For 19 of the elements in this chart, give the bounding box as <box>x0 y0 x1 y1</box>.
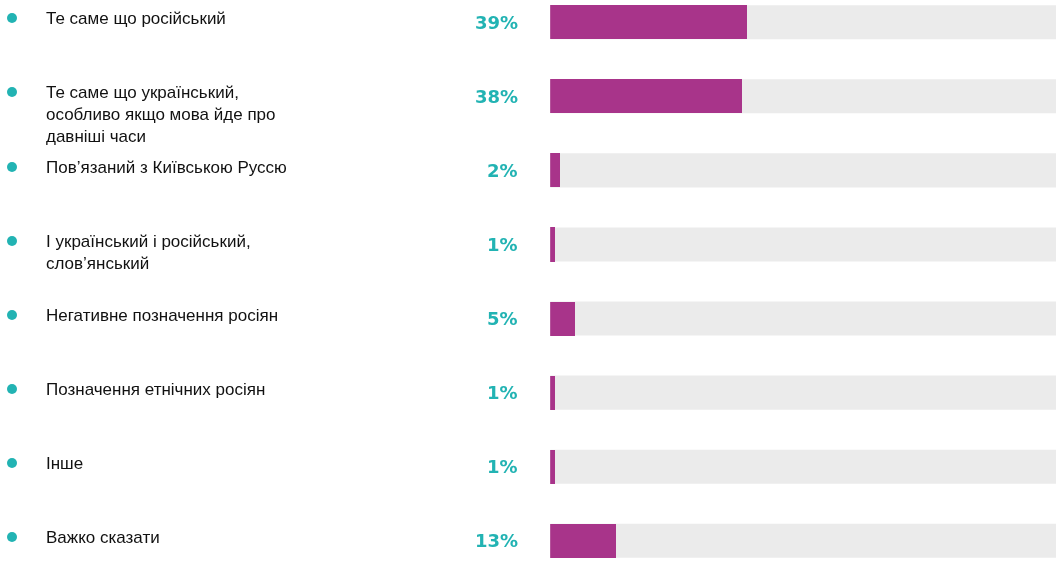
data-label: 1% <box>487 382 518 403</box>
data-label: 13% <box>475 530 519 551</box>
y-tick-label: Те саме що російський <box>46 9 226 28</box>
y-tick-label: Те саме що український, особливо якщо мова йде про давніші часи <box>46 83 276 147</box>
bar <box>550 524 617 558</box>
data-label: 38% <box>475 86 519 107</box>
data-label: 1% <box>487 234 518 255</box>
y-tick-label: Важко сказати <box>46 528 160 547</box>
data-label: 5% <box>487 308 518 329</box>
y-tick-label: Позначення етнічних росіян <box>46 380 266 399</box>
data-label: 2% <box>487 160 518 181</box>
y-tick-label: Пов’язаний з Київською Руссю <box>46 158 288 177</box>
y-tick-label: Негативне позначення росіян <box>46 306 279 325</box>
data-label: 1% <box>487 456 518 477</box>
y-tick-label: Інше <box>46 454 84 473</box>
data-label: 39% <box>475 12 519 33</box>
y-tick-label: І український і російський, слов’янський <box>46 232 251 274</box>
bar <box>550 153 561 187</box>
bar <box>550 302 576 336</box>
